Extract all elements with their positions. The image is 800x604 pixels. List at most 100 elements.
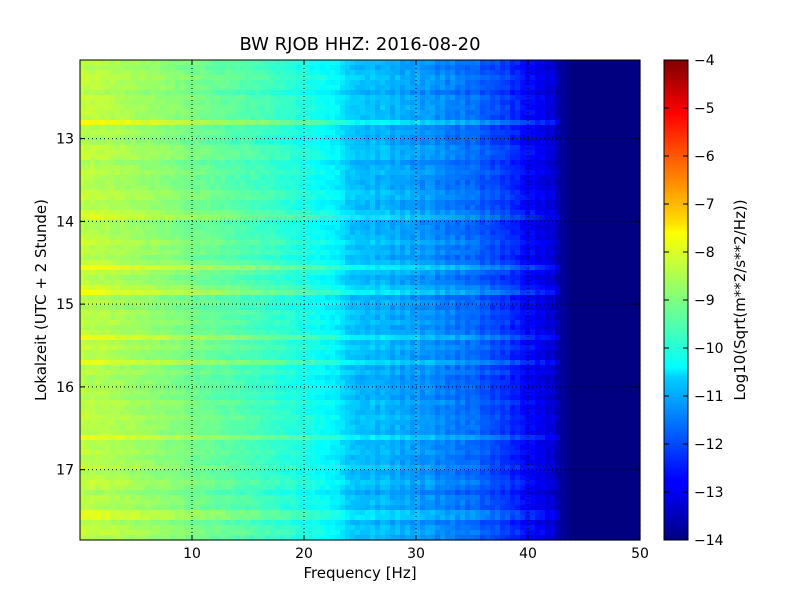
heatmap-cell	[190, 185, 196, 191]
heatmap-cell	[215, 220, 221, 226]
heatmap-cell	[420, 175, 426, 181]
heatmap-cell	[185, 270, 191, 276]
heatmap-cell	[505, 135, 511, 141]
heatmap-cell	[505, 130, 511, 136]
heatmap-cell	[130, 205, 136, 211]
heatmap-cell	[230, 135, 236, 141]
heatmap-cell	[235, 230, 241, 236]
heatmap-cell	[575, 130, 581, 136]
heatmap-cell	[110, 95, 116, 101]
heatmap-cell	[475, 65, 481, 71]
heatmap-cell	[465, 220, 471, 226]
heatmap-cell	[180, 75, 186, 81]
heatmap-cell	[475, 240, 481, 246]
heatmap-cell	[250, 220, 256, 226]
heatmap-cell	[550, 100, 556, 106]
heatmap-cell	[105, 100, 111, 106]
heatmap-cell	[135, 140, 141, 146]
heatmap-cell	[125, 140, 131, 146]
heatmap-cell	[390, 100, 396, 106]
heatmap-cell	[265, 145, 271, 151]
heatmap-cell	[340, 135, 346, 141]
heatmap-cell	[570, 180, 576, 186]
heatmap-cell	[425, 195, 431, 201]
heatmap-cell	[520, 125, 526, 131]
heatmap-cell	[415, 275, 421, 281]
heatmap-cell	[630, 165, 636, 171]
heatmap-cell	[420, 180, 426, 186]
heatmap-cell	[470, 230, 476, 236]
heatmap-cell	[240, 275, 246, 281]
heatmap-cell	[355, 180, 361, 186]
heatmap-cell	[625, 200, 631, 206]
heatmap-cell	[475, 225, 481, 231]
heatmap-cell	[155, 155, 161, 161]
heatmap-cell	[340, 120, 346, 126]
heatmap-cell	[165, 65, 171, 71]
heatmap-cell	[265, 90, 271, 96]
heatmap-cell	[125, 115, 131, 121]
heatmap-cell	[510, 225, 516, 231]
heatmap-cell	[240, 160, 246, 166]
heatmap-cell	[250, 260, 256, 266]
heatmap-cell	[500, 270, 506, 276]
heatmap-cell	[225, 105, 231, 111]
heatmap-cell	[445, 205, 451, 211]
heatmap-cell	[255, 105, 261, 111]
heatmap-cell	[505, 200, 511, 206]
heatmap-cell	[85, 85, 91, 91]
heatmap-cell	[535, 150, 541, 156]
heatmap-cell	[265, 85, 271, 91]
heatmap-cell	[635, 250, 641, 256]
heatmap-cell	[605, 70, 611, 76]
heatmap-cell	[260, 195, 266, 201]
heatmap-cell	[570, 250, 576, 256]
heatmap-cell	[270, 105, 276, 111]
heatmap-cell	[555, 140, 561, 146]
heatmap-cell	[290, 90, 296, 96]
heatmap-cell	[300, 95, 306, 101]
heatmap-cell	[240, 150, 246, 156]
heatmap-cell	[100, 155, 106, 161]
heatmap-cell	[490, 150, 496, 156]
heatmap-cell	[450, 90, 456, 96]
heatmap-cell	[135, 160, 141, 166]
heatmap-cell	[195, 120, 201, 126]
heatmap-cell	[235, 130, 241, 136]
heatmap-cell	[105, 275, 111, 281]
heatmap-cell	[585, 125, 591, 131]
heatmap-cell	[385, 160, 391, 166]
heatmap-cell	[285, 220, 291, 226]
heatmap-cell	[565, 95, 571, 101]
heatmap-cell	[600, 90, 606, 96]
heatmap-cell	[305, 150, 311, 156]
heatmap-cell	[530, 115, 536, 121]
heatmap-cell	[415, 140, 421, 146]
heatmap-cell	[495, 110, 501, 116]
heatmap-cell	[635, 125, 641, 131]
heatmap-cell	[560, 95, 566, 101]
heatmap-cell	[120, 95, 126, 101]
heatmap-cell	[130, 70, 136, 76]
heatmap-cell	[430, 245, 436, 251]
heatmap-cell	[150, 200, 156, 206]
heatmap-cell	[355, 135, 361, 141]
heatmap-cell	[450, 245, 456, 251]
heatmap-cell	[260, 245, 266, 251]
heatmap-cell	[255, 200, 261, 206]
heatmap-cell	[540, 205, 546, 211]
heatmap-cell	[225, 60, 231, 66]
heatmap-cell	[345, 65, 351, 71]
heatmap-cell	[285, 210, 291, 216]
heatmap-cell	[90, 170, 96, 176]
heatmap-cell	[330, 145, 336, 151]
heatmap-cell	[230, 165, 236, 171]
heatmap-cell	[495, 270, 501, 276]
heatmap-cell	[275, 170, 281, 176]
heatmap-cell	[305, 225, 311, 231]
heatmap-cell	[365, 60, 371, 66]
heatmap-cell	[395, 105, 401, 111]
heatmap-cell	[315, 220, 321, 226]
heatmap-cell	[330, 185, 336, 191]
heatmap-cell	[145, 140, 151, 146]
